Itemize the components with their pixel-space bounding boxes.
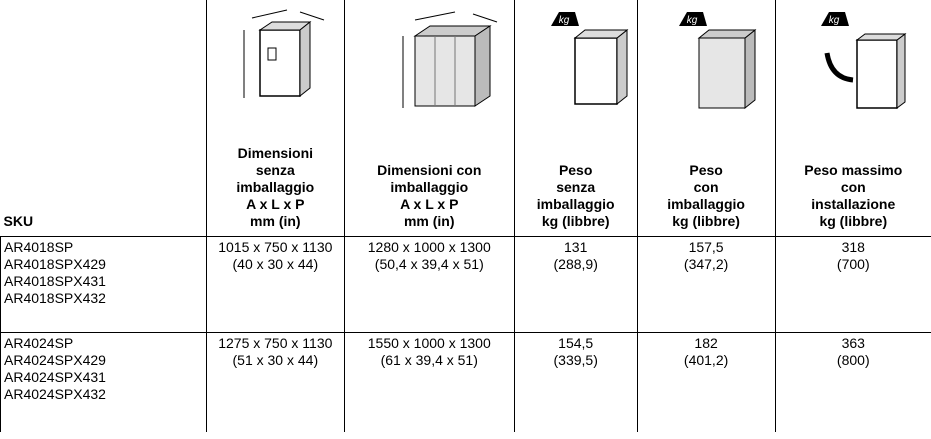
cell-line: imballaggio: [667, 196, 745, 212]
data-row: AR4018SP AR4018SPX429 AR4018SPX431 AR4018SP…: [0, 236, 931, 333]
cell-line: 318: [841, 239, 865, 255]
value-cell: 1275 x 750 x 1130 (51 x 30 x 44): [205, 332, 345, 432]
cell-line: kg (libbre): [672, 213, 740, 229]
value-cell: 318 (700): [774, 236, 931, 333]
cell-line: mm (in): [403, 213, 455, 229]
cell-line: (339,5): [553, 352, 598, 368]
cell-line: kg (libbre): [819, 213, 888, 229]
header-cell: SKU: [0, 0, 207, 237]
cell-line: (50,4 x 39,4 x 51): [374, 256, 484, 272]
cell-line: 182: [694, 335, 718, 351]
cell-line: installazione: [811, 196, 896, 212]
cell-line: Peso: [558, 162, 593, 178]
cell-line: A x L x P: [400, 196, 459, 212]
cell-line: 1275 x 750 x 1130: [218, 335, 333, 351]
value-cell: 154,5 (339,5): [513, 332, 638, 432]
cell-line: senza: [255, 162, 295, 178]
cell-line: AR4018SPX432: [4, 290, 106, 306]
cell-line: Peso: [689, 162, 723, 178]
value-cell: 131 (288,9): [513, 236, 638, 333]
value-cell: 1550 x 1000 x 1300 (61 x 39,4 x 51): [343, 332, 515, 432]
cell-line: 131: [564, 239, 588, 255]
data-row: AR4024SP AR4024SPX429 AR4024SPX431 AR4024SP…: [0, 332, 931, 432]
icon-dimensions: [243, 9, 325, 98]
cell-line: AR4024SPX432: [4, 386, 106, 402]
cell-line: AR4024SPX429: [4, 352, 106, 368]
cell-line: Peso massimo: [804, 162, 903, 178]
cell-line: A x L x P: [246, 196, 305, 212]
cell-line: imballaggio: [536, 196, 615, 212]
cell-line: SKU: [3, 213, 34, 229]
value-cell: 157,5 (347,2): [636, 236, 776, 333]
cell-line: 154,5: [558, 335, 594, 351]
cell-line: (347,2): [683, 256, 729, 272]
cell-line: AR4018SP: [4, 239, 74, 255]
cell-line: AR4018SPX429: [4, 256, 106, 272]
svg-text:kg: kg: [559, 15, 570, 26]
sku-cell: AR4018SP AR4018SPX429 AR4018SPX431 AR4018SP…: [0, 236, 207, 333]
cell-line: con: [840, 179, 866, 195]
cell-line: 363: [841, 335, 865, 351]
cell-line: AR4024SPX431: [4, 369, 106, 385]
cell-line: (51 x 30 x 44): [232, 352, 319, 368]
cell-line: (61 x 39,4 x 51): [380, 352, 478, 368]
cell-line: 1550 x 1000 x 1300: [367, 335, 491, 351]
cell-line: AR4018SPX431: [4, 273, 106, 289]
cell-line: 1015 x 750 x 1130: [218, 239, 333, 255]
cell-line: (288,9): [553, 256, 598, 272]
cell-line: Dimensioni: [237, 145, 314, 161]
svg-text:kg: kg: [829, 15, 840, 26]
cell-line: 157,5: [688, 239, 724, 255]
cell-line: con: [693, 179, 719, 195]
icon-weight-installed: kg: [821, 12, 907, 109]
icon-dimensions-packed: [402, 11, 498, 108]
value-cell: 182 (401,2): [636, 332, 776, 432]
cell-line: kg (libbre): [541, 213, 610, 229]
cell-line: imballaggio: [390, 179, 469, 195]
cell-line: (401,2): [683, 352, 729, 368]
cell-line: 1280 x 1000 x 1300: [367, 239, 491, 255]
cell-line: mm (in): [250, 213, 301, 229]
cell-line: AR4024SP: [4, 335, 74, 351]
icon-weight: kg: [551, 12, 629, 106]
svg-text:kg: kg: [687, 15, 698, 26]
cell-line: (800): [836, 352, 870, 368]
sku-cell: AR4024SP AR4024SPX429 AR4024SPX431 AR4024SP…: [0, 332, 207, 432]
value-cell: 1280 x 1000 x 1300 (50,4 x 39,4 x 51): [343, 236, 515, 333]
cell-line: imballaggio: [236, 179, 315, 195]
cell-line: senza: [556, 179, 596, 195]
cell-line: Dimensioni con: [377, 162, 482, 178]
cell-line: (40 x 30 x 44): [232, 256, 319, 272]
icon-weight-packed: kg: [679, 12, 757, 110]
value-cell: 1015 x 750 x 1130 (40 x 30 x 44): [205, 236, 345, 333]
cell-line: (700): [836, 256, 870, 272]
value-cell: 363 (800): [774, 332, 931, 432]
